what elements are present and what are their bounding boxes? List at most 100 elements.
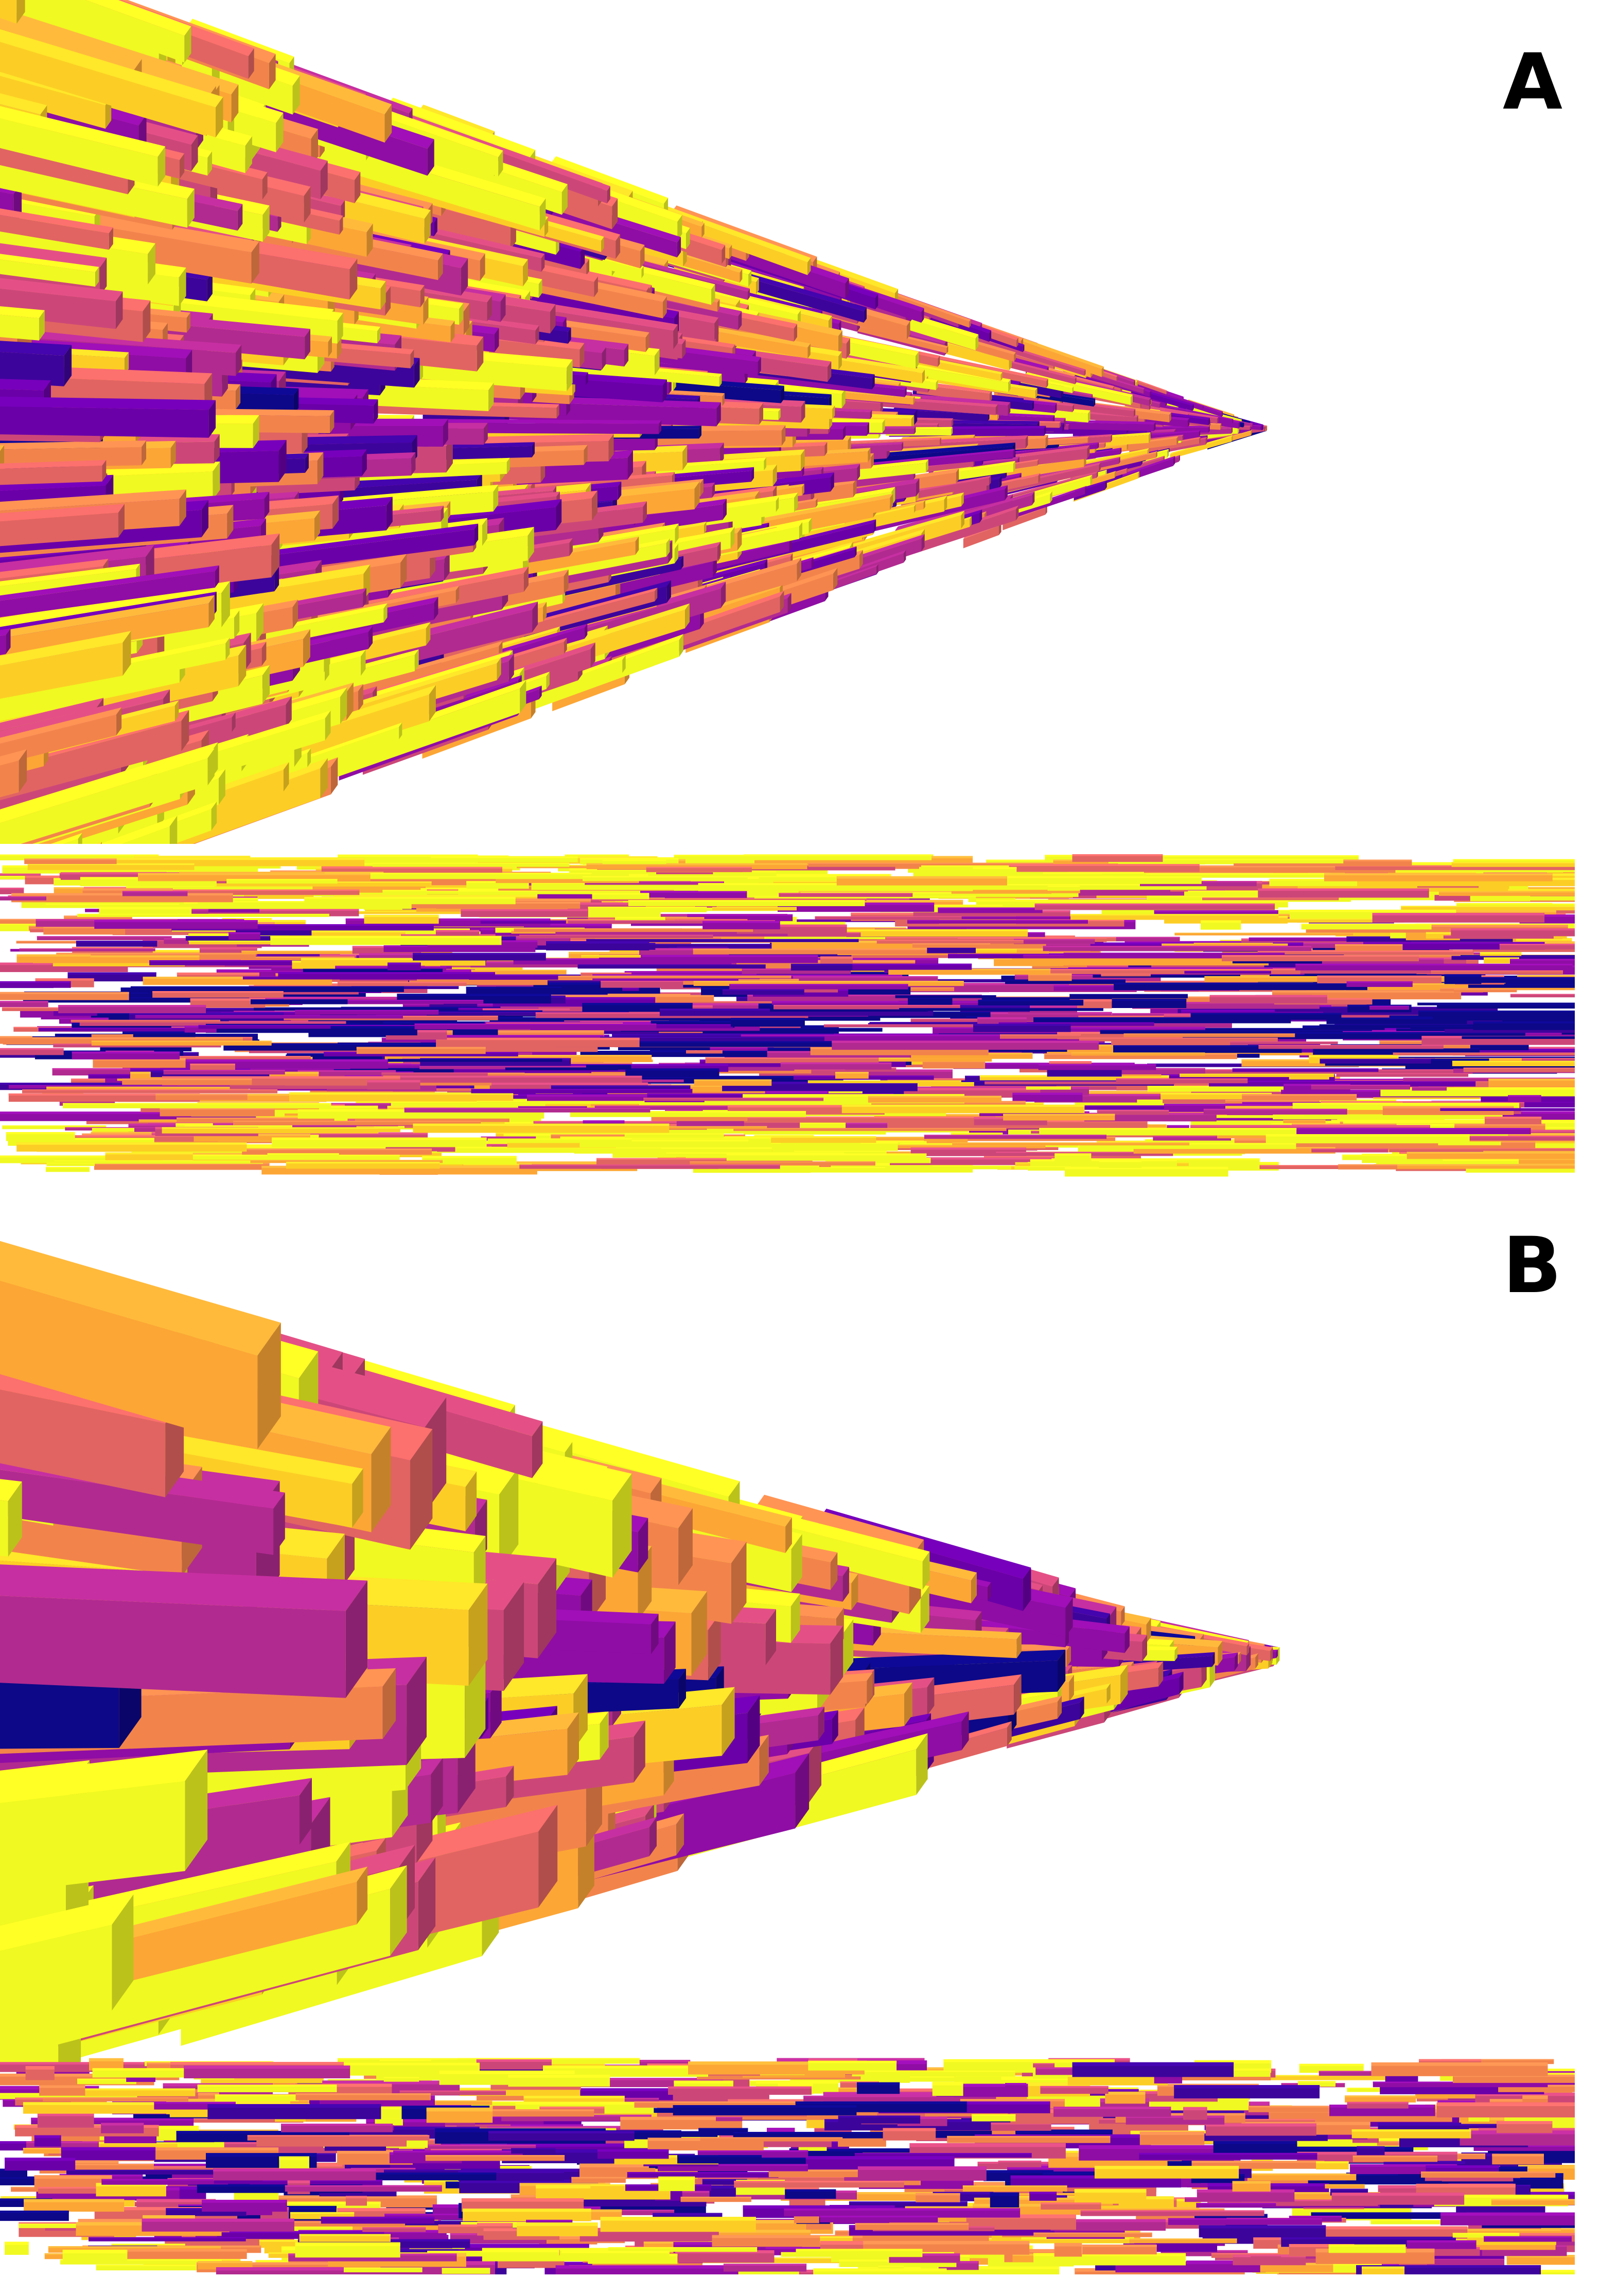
bar-end [916, 351, 919, 369]
bar-end [186, 312, 191, 333]
bar-end [328, 337, 332, 358]
bar-end [261, 642, 267, 666]
bar-end [1182, 434, 1184, 440]
bar-end [355, 172, 361, 203]
strip [16, 941, 115, 944]
bar-end [677, 237, 681, 258]
bar-end [864, 307, 867, 323]
bar-end [95, 267, 99, 287]
bar-end [890, 493, 893, 510]
strip-highlight [1453, 859, 1575, 861]
bar-end [859, 550, 863, 569]
bar-end [916, 478, 920, 497]
bar-end [586, 259, 590, 276]
bar-end [590, 642, 595, 668]
bar-end [921, 534, 925, 552]
bar-end [1154, 422, 1156, 431]
bar-end [1016, 338, 1018, 347]
bar-end [221, 581, 230, 627]
bar-end [602, 347, 606, 370]
bar-end [109, 227, 113, 250]
bar-face [540, 581, 616, 619]
bar-top [846, 449, 1015, 467]
bar-end [358, 684, 363, 711]
bar-end [361, 649, 366, 676]
bar-end [99, 258, 107, 296]
bar-face [0, 259, 96, 287]
bar-end [729, 244, 732, 259]
bar-end [872, 374, 875, 390]
bar-end [951, 427, 953, 436]
bar-end [234, 610, 240, 639]
bar-end [662, 379, 667, 402]
bar-end [816, 498, 818, 507]
bar-end [1136, 415, 1138, 423]
panel-a-side-view [0, 849, 1600, 1204]
strip [619, 944, 888, 949]
bar-end [564, 638, 567, 654]
bar-end [142, 440, 146, 466]
bar-end [528, 527, 534, 561]
strip-highlight [1249, 937, 1423, 939]
bar-end [641, 266, 644, 278]
bar-end [833, 568, 838, 590]
bar-end [262, 665, 270, 704]
bar-end [717, 299, 720, 312]
bar-end [546, 672, 550, 690]
bar-end [1032, 401, 1034, 411]
bar-end [201, 500, 208, 537]
bar-end [219, 769, 225, 805]
bar-face [0, 642, 123, 699]
bar-end [903, 550, 906, 563]
bar-end [340, 687, 347, 724]
bar-end [1208, 426, 1210, 433]
bar-end [1072, 386, 1074, 394]
bar-end [681, 556, 683, 570]
bar-end [838, 351, 842, 370]
bar-end [238, 645, 247, 686]
bar-top [0, 707, 122, 744]
bar-end [262, 172, 268, 200]
bar-end [1035, 388, 1038, 399]
strip [591, 1001, 833, 1004]
bar-end [748, 270, 752, 287]
bar-end [1097, 442, 1099, 449]
bar-end [669, 379, 672, 394]
bar-end [938, 356, 940, 367]
bar-end [682, 339, 686, 359]
bar-end [868, 448, 871, 462]
bar-end [781, 385, 784, 403]
bar-face [0, 215, 109, 250]
bar-end [373, 399, 378, 424]
bar-end [1075, 377, 1077, 384]
bar-end [1199, 430, 1201, 437]
bar-face [11, 0, 185, 63]
strip-highlight [2, 1125, 107, 1126]
bar-top [100, 816, 178, 844]
bar-end [231, 84, 239, 122]
bar-end [1050, 491, 1052, 503]
bar-end [975, 334, 979, 350]
bar-top [881, 444, 978, 453]
bar-top [552, 156, 669, 204]
bar-end [944, 496, 947, 511]
bar-end [1150, 391, 1151, 397]
bar-end [498, 150, 503, 176]
bar-end [876, 564, 878, 574]
bar-end [711, 284, 715, 305]
bar-end [181, 710, 189, 751]
bar-end [794, 324, 797, 342]
bar-end [1046, 378, 1048, 388]
bar-top [0, 489, 186, 511]
bar-end [716, 402, 721, 427]
bar-end [330, 757, 338, 794]
bar-end [368, 626, 373, 649]
bar-end [535, 325, 539, 344]
bar-end [1205, 437, 1207, 445]
bar-end [1169, 412, 1171, 422]
bar-end [100, 842, 102, 844]
bar-end [1116, 376, 1118, 381]
bar-end [292, 599, 298, 629]
bar-end [787, 593, 792, 613]
bar-end [845, 278, 849, 298]
